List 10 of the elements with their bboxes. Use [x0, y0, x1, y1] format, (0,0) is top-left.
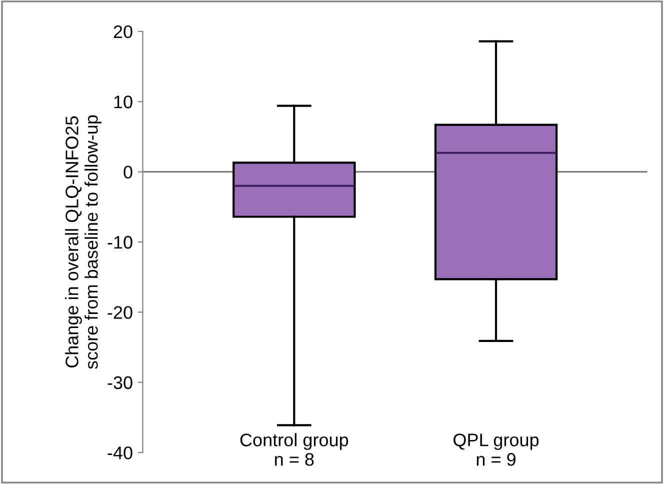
y-tick-label: -10: [108, 236, 132, 249]
y-tick-label: -40: [108, 446, 132, 460]
y-tick-label: 0: [124, 166, 132, 179]
y-tick-label: -30: [108, 376, 132, 390]
x-tick-label: QPL group n = 9: [454, 434, 539, 466]
y-tick-label: 10: [114, 96, 132, 108]
y-tick-label: -20: [108, 306, 132, 319]
y-tick-label: 20: [114, 25, 132, 38]
y-axis-title: Change in overall QLQ-INFO25 score from baseline to follow-up: [65, 115, 102, 369]
x-tick-label: Control group n = 8: [240, 433, 348, 466]
